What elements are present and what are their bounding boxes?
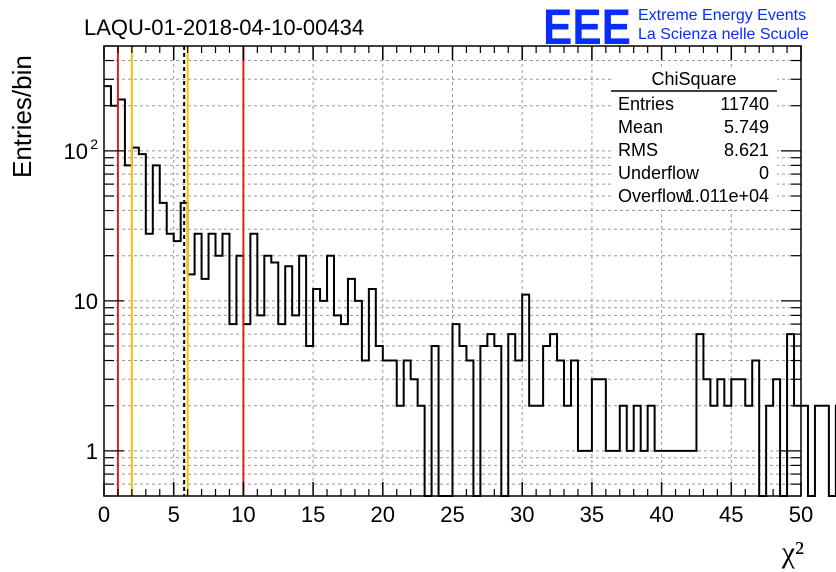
x-tick-label: 10 <box>231 502 255 527</box>
histogram-bin <box>571 361 578 496</box>
histogram-bin <box>306 346 313 496</box>
stat-value-rms: 8.621 <box>724 140 769 160</box>
histogram-bin <box>146 234 153 496</box>
chart-title: LAQU-01-2018-04-10-00434 <box>84 15 364 40</box>
histogram-bin <box>132 148 139 496</box>
histogram-bin <box>480 346 487 496</box>
histogram-bin <box>703 379 710 496</box>
histogram-bin <box>383 361 390 496</box>
histogram-bin <box>487 334 494 496</box>
histogram-bin <box>508 334 515 496</box>
logo-line-1: Extreme Energy Events <box>638 7 806 24</box>
x-tick-label: 5 <box>168 502 180 527</box>
histogram-bin <box>167 234 174 496</box>
histogram-bin <box>222 234 229 496</box>
histogram-bin <box>320 301 327 496</box>
x-tick-label: 25 <box>440 502 464 527</box>
histogram-bin <box>299 256 306 496</box>
stat-label-underflow: Underflow <box>618 163 700 183</box>
histogram-outline <box>104 85 836 497</box>
histogram-bin <box>376 346 383 496</box>
x-tick-label: 35 <box>580 502 604 527</box>
histogram-bin <box>118 99 125 496</box>
stats-header: ChiSquare <box>651 69 736 89</box>
histogram-bin <box>250 234 257 496</box>
y-axis-label: Entries/bin <box>7 55 37 178</box>
x-tick-label: 40 <box>649 502 673 527</box>
histogram-bin <box>209 234 216 496</box>
histogram-bin <box>717 379 724 496</box>
histogram-bin <box>494 346 501 496</box>
x-tick-label: 30 <box>510 502 534 527</box>
stats-box: ChiSquare Entries 11740 Mean 5.749 RMS 8… <box>611 67 777 209</box>
histogram-bin <box>153 165 160 496</box>
histogram-bin <box>773 379 780 496</box>
histogram-bin <box>229 324 236 496</box>
stat-label-rms: RMS <box>618 140 658 160</box>
x-tick-label: 50 <box>789 502 813 527</box>
histogram-bin <box>348 279 355 496</box>
histogram-bin <box>822 406 829 496</box>
histogram-bin <box>752 361 759 496</box>
logo-line-2: La Scienza nelle Scuole <box>638 26 809 43</box>
histogram-bin <box>696 334 703 496</box>
histogram-bin <box>731 379 738 496</box>
histogram-bin <box>278 324 285 496</box>
y-tick-label: 10 <box>64 139 88 164</box>
histogram-bin <box>738 379 745 496</box>
x-tick-label: 15 <box>301 502 325 527</box>
y-tick-label: 1 <box>86 439 98 464</box>
histogram-bin <box>592 379 599 496</box>
stat-value-entries: 11740 <box>720 94 769 114</box>
histogram-bin <box>515 361 522 496</box>
stat-value-mean: 5.749 <box>724 117 769 137</box>
histogram-bin <box>459 346 466 496</box>
histogram-bin <box>787 334 794 496</box>
histogram-bin <box>125 165 132 496</box>
histogram-bin <box>362 361 369 496</box>
histogram-bin <box>557 361 564 496</box>
x-tick-label: 0 <box>98 502 110 527</box>
histogram-bin <box>550 334 557 496</box>
stat-label-overflow: Overflow <box>618 186 690 206</box>
histogram-bin <box>355 301 362 496</box>
histogram-bin <box>202 279 209 496</box>
x-tick-label: 45 <box>719 502 743 527</box>
histogram-bin <box>404 361 411 496</box>
histogram-bin <box>327 256 334 496</box>
histogram-bin <box>543 346 550 496</box>
histogram-bin <box>466 361 473 496</box>
histogram-bin <box>390 361 397 496</box>
histogram-bin <box>160 203 167 496</box>
stat-label-entries: Entries <box>618 94 674 114</box>
histogram-bars <box>104 85 836 497</box>
stat-value-underflow: 0 <box>759 163 769 183</box>
reference-lines <box>116 46 245 496</box>
histogram-bin <box>815 406 822 496</box>
histogram-bin <box>341 324 348 496</box>
histogram-bin <box>104 86 111 496</box>
y-tick-exponent: 2 <box>90 136 98 152</box>
histogram-bin <box>195 234 202 496</box>
histogram-bin <box>801 406 808 496</box>
histogram-bin <box>453 324 460 496</box>
stat-label-mean: Mean <box>618 117 663 137</box>
histogram-bin <box>432 346 439 496</box>
eee-logo: EEE <box>543 0 631 55</box>
x-axis-label: χ² <box>781 536 804 569</box>
histogram-bin <box>216 256 223 496</box>
x-tick-label: 20 <box>371 502 395 527</box>
histogram-bin <box>236 256 243 496</box>
histogram-bin <box>411 379 418 496</box>
histogram-bin <box>599 379 606 496</box>
histogram-bin <box>139 154 146 496</box>
y-tick-label: 10 <box>74 289 98 314</box>
stat-value-overflow: 1.011e+04 <box>685 186 769 206</box>
histogram-bin <box>264 256 271 496</box>
histogram-bin <box>243 324 250 496</box>
